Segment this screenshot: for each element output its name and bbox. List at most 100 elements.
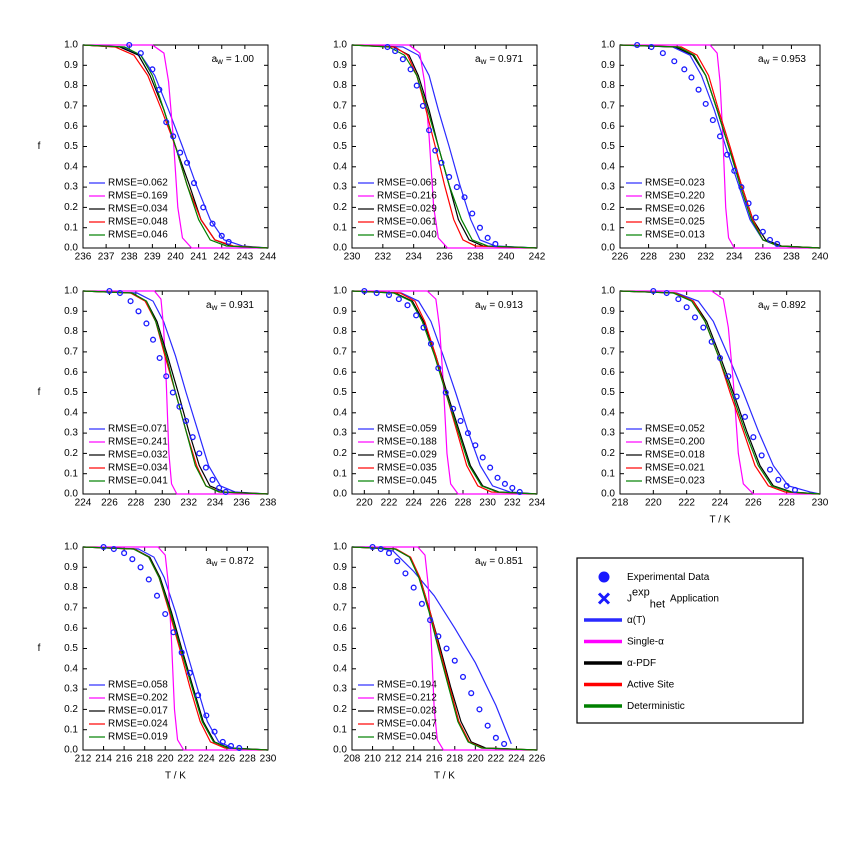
x-tick-label: 222: [177, 754, 194, 765]
model-curve: [82, 44, 269, 249]
x-tick-label: 228: [778, 498, 795, 509]
data-point: [169, 389, 176, 396]
rmse-legend-label: RMSE=0.045: [377, 476, 437, 487]
rmse-legend-label: RMSE=0.040: [377, 230, 437, 241]
x-tick-label: 224: [508, 754, 525, 765]
rmse-legend-label: RMSE=0.017: [108, 706, 168, 717]
x-tick-label: 218: [136, 754, 153, 765]
rmse-legend-label: RMSE=0.029: [377, 450, 437, 461]
data-point: [200, 204, 207, 211]
rmse-legend-label: RMSE=0.241: [108, 437, 168, 448]
y-tick-label: 0.1: [601, 222, 615, 233]
data-point: [671, 58, 678, 65]
x-tick-label: 212: [385, 754, 402, 765]
x-tick-label: 240: [167, 252, 184, 263]
x-tick-label: 228: [455, 498, 472, 509]
data-point: [170, 133, 177, 140]
annotation-symbol: a: [758, 300, 764, 311]
rmse-legend-label: RMSE=0.032: [108, 450, 168, 461]
data-point: [442, 389, 449, 396]
x-tick-label: 242: [213, 252, 230, 263]
data-point: [420, 324, 427, 331]
x-tick-label: 224: [405, 498, 422, 509]
data-point: [149, 66, 156, 73]
data-point: [176, 403, 183, 410]
data-point: [501, 480, 508, 487]
y-tick-label: 0.9: [64, 306, 78, 317]
y-tick-label: 0.6: [333, 367, 347, 378]
rmse-legend-label: RMSE=0.058: [108, 680, 168, 691]
x-axis-label: T / K: [710, 515, 731, 526]
panel: 230 232 234 236 238 240 242 0.0 0.1 0.2 0.3 0.4 0.5 0…: [333, 40, 546, 263]
rmse-legend-label: RMSE=0.023: [645, 476, 705, 487]
y-tick-label: 0.1: [333, 222, 347, 233]
rmse-legend-label: RMSE=0.059: [377, 424, 437, 435]
model-curve: [351, 44, 538, 249]
model-curve: [620, 290, 820, 495]
y-tick-label: 0.6: [64, 623, 78, 634]
data-point: [121, 550, 128, 557]
y-tick-label: 0.0: [601, 243, 615, 254]
data-point: [395, 296, 402, 303]
annotation-symbol: a: [206, 556, 212, 567]
y-tick-label: 0.7: [601, 347, 615, 358]
annotation-subscript: w: [216, 57, 223, 66]
data-point: [153, 592, 161, 599]
y-tick-label: 0.2: [601, 202, 615, 213]
data-point: [361, 287, 368, 295]
data-point: [156, 354, 163, 362]
model-curve: [83, 546, 268, 751]
data-point: [156, 86, 163, 93]
data-point: [392, 48, 399, 55]
annotation-subscript: w: [480, 57, 487, 66]
rmse-legend-label: RMSE=0.048: [108, 217, 168, 228]
y-tick-label: 1.0: [333, 542, 347, 553]
data-point: [190, 179, 198, 187]
y-tick-label: 0.9: [601, 306, 615, 317]
data-point: [432, 147, 439, 154]
x-tick-label: 232: [180, 498, 197, 509]
x-tick-label: 236: [755, 252, 772, 263]
annotation-symbol: a: [475, 54, 481, 65]
rmse-legend-label: RMSE=0.047: [377, 719, 437, 730]
legend-label: Single-α: [627, 636, 664, 647]
x-tick-label: 216: [116, 754, 133, 765]
data-point: [410, 584, 417, 591]
data-point: [189, 434, 196, 441]
rmse-legend-label: RMSE=0.046: [108, 230, 168, 241]
legend-label-text: J: [627, 593, 632, 604]
x-tick-label: 234: [207, 498, 224, 509]
data-point: [476, 224, 484, 231]
y-tick-label: 0.3: [333, 182, 347, 193]
data-point: [202, 464, 209, 471]
data-point: [149, 336, 157, 343]
data-point: [691, 314, 699, 321]
x-tick-label: 220: [157, 754, 174, 765]
annotation-subscript: w: [211, 303, 218, 312]
data-point: [399, 56, 406, 63]
data-point: [177, 149, 184, 156]
x-tick-label: 216: [426, 754, 443, 765]
annotation-subscript: w: [763, 57, 770, 66]
rmse-legend-label: RMSE=0.188: [377, 437, 437, 448]
annotation-symbol: a: [758, 54, 764, 65]
panel: 224 226 228 230 232 234 236 238 0.0 0.1 0.2 0.3 0.4 0…: [38, 286, 277, 509]
y-tick-label: 0.8: [64, 582, 78, 593]
data-point: [700, 324, 707, 331]
model-curve: [82, 290, 269, 495]
data-point: [724, 151, 731, 158]
y-tick-label: 1.0: [601, 286, 615, 297]
data-point: [435, 633, 442, 640]
data-point: [738, 184, 745, 191]
y-tick-label: 0.6: [64, 121, 78, 132]
y-tick-label: 1.0: [64, 40, 78, 51]
x-tick-label: 230: [669, 252, 686, 263]
data-point: [457, 417, 464, 424]
data-point: [110, 545, 117, 553]
annotation-symbol: a: [475, 300, 481, 311]
y-tick-label: 0.1: [64, 724, 78, 735]
rmse-legend-label: RMSE=0.024: [108, 719, 168, 730]
y-tick-label: 0.8: [333, 582, 347, 593]
x-tick-label: 239: [144, 252, 161, 263]
x-tick-label: 230: [260, 754, 277, 765]
